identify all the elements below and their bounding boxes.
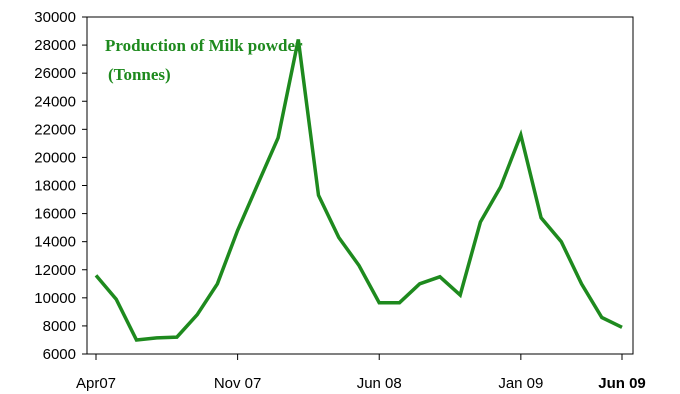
y-tick-label: 6000: [43, 346, 76, 363]
y-tick-label: 26000: [34, 65, 76, 82]
y-tick-label: 16000: [34, 206, 76, 223]
y-tick-label: 14000: [34, 234, 76, 251]
y-tick-label: 18000: [34, 178, 76, 195]
chart-title: Production of Milk powder: [105, 36, 303, 55]
y-tick-label: 10000: [34, 290, 76, 307]
y-tick-label: 20000: [34, 149, 76, 166]
chart-subtitle: (Tonnes): [108, 65, 171, 84]
x-tick-label: Apr07: [76, 375, 116, 392]
y-axis: 6000 8000 10000 12000 14000 16000 18000 20000 22…: [34, 9, 87, 363]
x-tick-label: Nov 07: [214, 375, 262, 392]
x-tick-label: Jan 09: [498, 375, 543, 392]
chart-title-group: Production of Milk powder (Tonnes): [105, 36, 303, 84]
x-tick-label: Jun 08: [357, 375, 402, 392]
y-tick-label: 28000: [34, 37, 76, 54]
y-tick-label: 24000: [34, 93, 76, 110]
y-tick-label: 30000: [34, 9, 76, 26]
y-tick-label: 8000: [43, 318, 76, 335]
data-series: [94, 39, 623, 342]
x-tick-label: Jun 09: [598, 375, 646, 392]
y-tick-label: 12000: [34, 262, 76, 279]
series-line: [94, 39, 623, 342]
x-axis: Apr07 Nov 07 Jun 08 Jan 09 Jun 09: [76, 354, 646, 392]
y-tick-label: 22000: [34, 121, 76, 138]
